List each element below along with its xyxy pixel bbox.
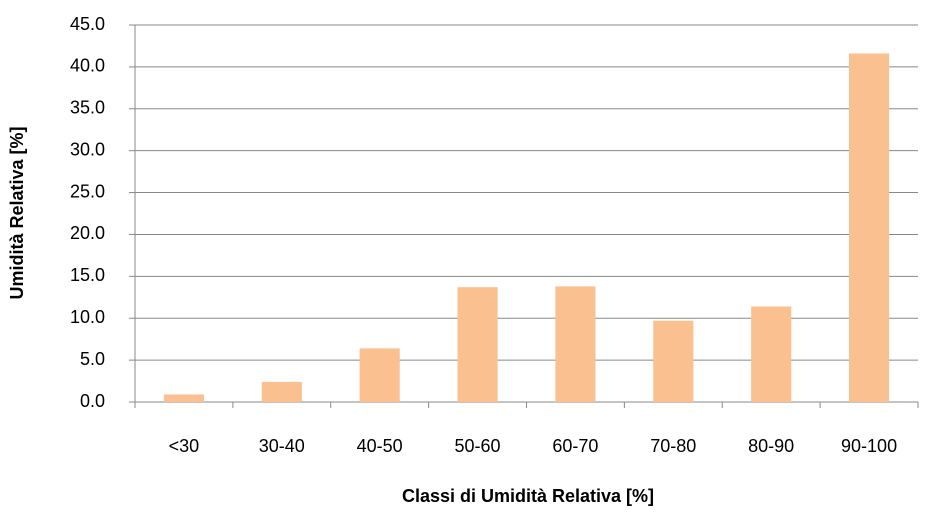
y-tick-label: 30.0 — [70, 139, 105, 159]
bar — [653, 320, 694, 402]
bar — [261, 381, 302, 402]
x-tick-label: <30 — [169, 436, 200, 456]
x-tick-label: 60-70 — [552, 436, 598, 456]
y-axis-title: Umidità Relativa [%] — [7, 126, 27, 299]
y-tick-label: 25.0 — [70, 181, 105, 201]
bar — [359, 348, 400, 402]
y-tick-label: 40.0 — [70, 56, 105, 76]
x-tick-label: 90-100 — [841, 436, 897, 456]
x-axis-title: Classi di Umidità Relativa [%] — [402, 486, 654, 506]
bar — [457, 287, 498, 402]
y-tick-label: 15.0 — [70, 265, 105, 285]
x-tick-label: 70-80 — [650, 436, 696, 456]
y-tick-label: 5.0 — [80, 349, 105, 369]
y-tick-label: 35.0 — [70, 98, 105, 118]
y-tick-label: 0.0 — [80, 391, 105, 411]
x-tick-label: 40-50 — [357, 436, 403, 456]
y-tick-label: 45.0 — [70, 14, 105, 34]
x-tick-label: 50-60 — [455, 436, 501, 456]
bar — [163, 394, 205, 402]
bar — [555, 286, 596, 402]
x-tick-label: 80-90 — [748, 436, 794, 456]
x-tick-label: 30-40 — [259, 436, 305, 456]
y-tick-label: 20.0 — [70, 223, 105, 243]
bar — [751, 306, 792, 402]
y-tick-label: 10.0 — [70, 307, 105, 327]
bar — [848, 53, 890, 403]
